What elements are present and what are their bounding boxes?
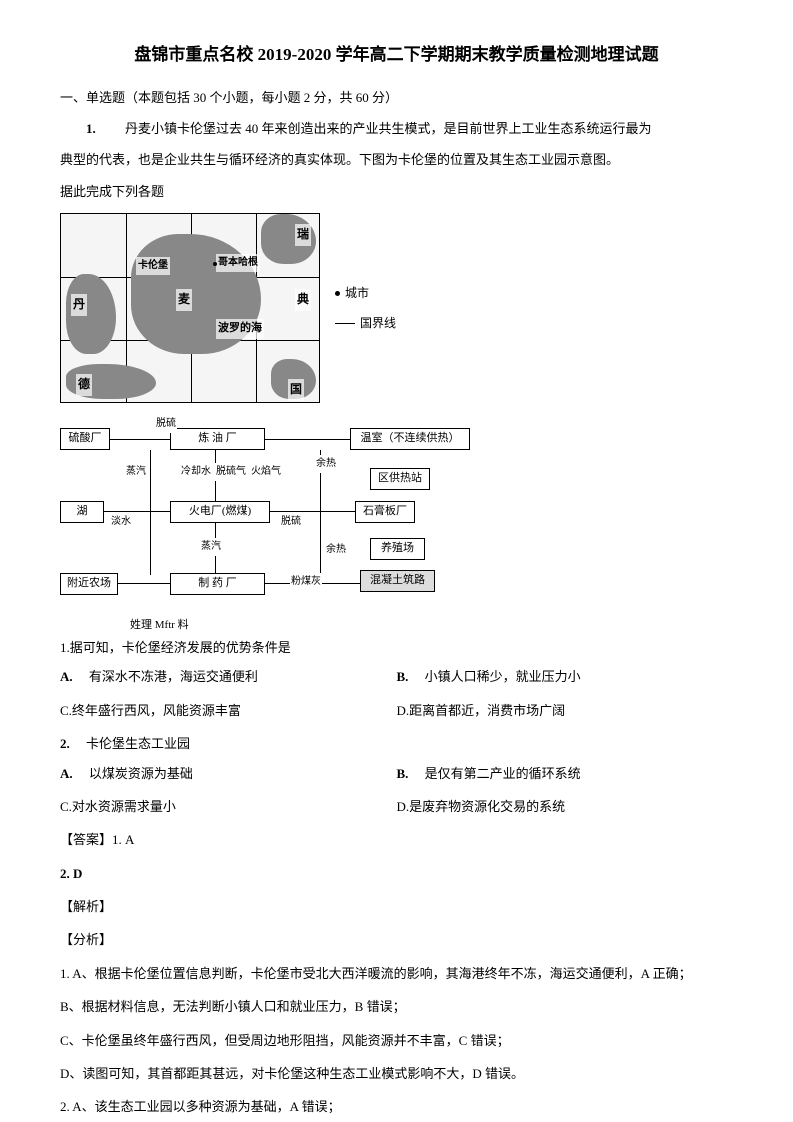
q2-opt-d-text: D.是废弃物资源化交易的系统 (397, 795, 734, 818)
sub-q1-question: 1.据可知，卡伦堡经济发展的优势条件是 (60, 636, 733, 659)
industrial-diagram: 硫酸厂 炼 油 厂 温室（不连续供热） 区供热站 湖 火电厂(燃煤) 石膏板厂 … (60, 413, 480, 608)
box-sulfuric: 硫酸厂 (60, 428, 110, 450)
map-label-dan: 丹 (71, 294, 87, 316)
box-lake: 湖 (60, 501, 104, 523)
q1-text-line1: 丹麦小镇卡伦堡过去 40 年来创造出来的产业共生模式，是目前世界上工业生态系统运… (125, 121, 652, 136)
label-desulfur: 脱硫 (155, 415, 177, 433)
box-farm2: 养殖场 (370, 538, 425, 560)
box-heating: 区供热站 (370, 468, 430, 490)
legend-border-label: 国界线 (360, 308, 396, 338)
box-gypsum: 石膏板厂 (355, 501, 415, 523)
legend-border: 国界线 (335, 308, 396, 338)
label-cooling: 冷却水 (180, 463, 212, 481)
question-1-intro: 1. 丹麦小镇卡伦堡过去 40 年来创造出来的产业共生模式，是目前世界上工业生态… (60, 117, 733, 140)
analysis-line5: 2. A、该生态工业园以多种资源为基础，A 错误； (60, 1095, 733, 1118)
q1-number: 1. (86, 121, 96, 136)
label-freshwater: 淡水 (110, 513, 132, 531)
label-desulfur2: 脱硫 (280, 513, 302, 531)
box-pharma: 制 药 厂 (170, 573, 265, 595)
q2-opt-c-text: C.对水资源需求量小 (60, 795, 397, 818)
label-flame: 火焰气 (250, 463, 282, 481)
map-label-guo: 国 (288, 379, 304, 401)
q2-opt-b-letter: B. (397, 766, 409, 781)
map-figure: 瑞 典 丹 麦 德 国 卡伦堡 哥本哈根 波罗的海 城市 国界线 (60, 213, 733, 403)
sub-q1-options-ab: A. 有深水不冻港，海运交通便利 B. 小镇人口稀少，就业压力小 (60, 665, 733, 688)
q2-opt-a-text: 以煤炭资源为基础 (89, 766, 193, 781)
analysis-header2: 【分析】 (60, 928, 733, 951)
q1-text-line3: 据此完成下列各题 (60, 180, 733, 203)
border-line-icon (335, 323, 355, 324)
box-concrete: 混凝土筑路 (360, 570, 435, 592)
mftr-label: 姓理 Mftr 料 (130, 616, 733, 636)
map-label-copenhagen: 哥本哈根 (216, 254, 260, 272)
label-waste-heat2: 余热 (325, 541, 347, 559)
box-powerplant: 火电厂(燃煤) (170, 501, 270, 523)
q1-text-line2: 典型的代表，也是企业共生与循环经济的真实体现。下图为卡伦堡的位置及其生态工业园示… (60, 148, 733, 171)
analysis-line3: C、卡伦堡虽终年盛行西风，但受周边地形阻挡，风能资源并不丰富，C 错误； (60, 1029, 733, 1052)
analysis-line1: 1. A、根据卡伦堡位置信息判断，卡伦堡市受北大西洋暖流的影响，其海港终年不冻，… (60, 962, 733, 985)
box-greenhouse: 温室（不连续供热） (350, 428, 470, 450)
map-label-dian: 典 (295, 289, 311, 311)
opt-a-text: 有深水不冻港，海运交通便利 (89, 669, 258, 684)
label-desulfur-gas: 脱硫气 (215, 463, 247, 481)
sub-q2-options-cd: C.对水资源需求量小 D.是废弃物资源化交易的系统 (60, 795, 733, 818)
answer-header: 【答案】1. A (60, 828, 733, 851)
box-farm: 附近农场 (60, 573, 118, 595)
opt-b-letter: B. (397, 669, 409, 684)
q2-opt-a-letter: A. (60, 766, 73, 781)
label-steam1: 蒸汽 (125, 463, 147, 481)
analysis-line2: B、根据材料信息，无法判断小镇人口和就业压力，B 错误； (60, 995, 733, 1018)
legend-city-label: 城市 (345, 278, 369, 308)
opt-a-letter: A. (60, 669, 73, 684)
opt-b-text: 小镇人口稀少，就业压力小 (425, 669, 581, 684)
box-refinery: 炼 油 厂 (170, 428, 265, 450)
map-box: 瑞 典 丹 麦 德 国 卡伦堡 哥本哈根 波罗的海 (60, 213, 320, 403)
map-legend: 城市 国界线 (335, 278, 396, 338)
answer-2: 2. D (60, 862, 733, 885)
sub-q2-question: 2. 卡伦堡生态工业园 (60, 732, 733, 755)
q2-opt-b-text: 是仅有第二产业的循环系统 (425, 766, 581, 781)
section-header: 一、单选题（本题包括 30 个小题，每小题 2 分，共 60 分） (60, 86, 733, 109)
sub-q2-text: 卡伦堡生态工业园 (86, 736, 190, 751)
opt-d-text: D.距离首都近，消费市场广阔 (397, 699, 734, 722)
map-label-baltic: 波罗的海 (216, 319, 264, 339)
label-ash: 粉煤灰 (290, 573, 322, 591)
map-label-rui: 瑞 (295, 224, 311, 246)
city-dot-icon (335, 291, 340, 296)
map-label-mai: 麦 (176, 289, 192, 311)
label-steam2: 蒸汽 (200, 538, 222, 556)
map-label-kalunbao: 卡伦堡 (136, 257, 170, 275)
sub-q1-options-cd: C.终年盛行西风，风能资源丰富 D.距离首都近，消费市场广阔 (60, 699, 733, 722)
map-label-de: 德 (76, 374, 92, 396)
page-title: 盘锦市重点名校 2019-2020 学年高二下学期期末教学质量检测地理试题 (60, 40, 733, 71)
legend-city: 城市 (335, 278, 396, 308)
opt-c-text: C.终年盛行西风，风能资源丰富 (60, 699, 397, 722)
sub-q2-num: 2. (60, 736, 70, 751)
sub-q2-options-ab: A. 以煤炭资源为基础 B. 是仅有第二产业的循环系统 (60, 762, 733, 785)
analysis-header1: 【解析】 (60, 895, 733, 918)
analysis-line4: D、读图可知，其首都距其甚远，对卡伦堡这种生态工业模式影响不大，D 错误。 (60, 1062, 733, 1085)
label-waste-heat: 余热 (315, 455, 337, 473)
